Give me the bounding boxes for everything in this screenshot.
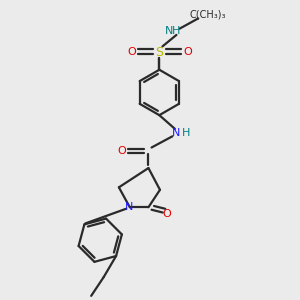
Text: H: H xyxy=(182,128,190,138)
Text: O: O xyxy=(183,47,192,57)
Text: C(CH₃)₃: C(CH₃)₃ xyxy=(189,10,226,20)
Text: O: O xyxy=(163,209,172,219)
Text: O: O xyxy=(117,146,126,156)
Text: H: H xyxy=(172,26,181,36)
Text: N: N xyxy=(164,26,173,36)
Text: N: N xyxy=(172,128,181,138)
Text: N: N xyxy=(125,202,133,212)
Text: O: O xyxy=(127,47,136,57)
Text: S: S xyxy=(155,46,163,59)
